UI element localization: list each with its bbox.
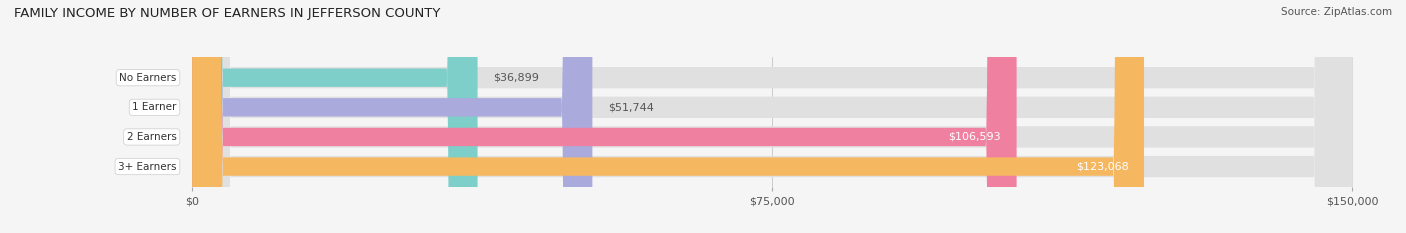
Text: $106,593: $106,593 xyxy=(949,132,1001,142)
FancyBboxPatch shape xyxy=(193,0,1353,233)
Text: Source: ZipAtlas.com: Source: ZipAtlas.com xyxy=(1281,7,1392,17)
FancyBboxPatch shape xyxy=(193,0,592,233)
FancyBboxPatch shape xyxy=(193,0,1144,233)
Text: 3+ Earners: 3+ Earners xyxy=(118,161,177,171)
FancyBboxPatch shape xyxy=(193,0,478,233)
Text: $36,899: $36,899 xyxy=(494,73,538,83)
Text: $123,068: $123,068 xyxy=(1076,161,1129,171)
Text: FAMILY INCOME BY NUMBER OF EARNERS IN JEFFERSON COUNTY: FAMILY INCOME BY NUMBER OF EARNERS IN JE… xyxy=(14,7,440,20)
Text: 1 Earner: 1 Earner xyxy=(132,102,177,112)
Text: 2 Earners: 2 Earners xyxy=(127,132,177,142)
FancyBboxPatch shape xyxy=(193,0,1353,233)
FancyBboxPatch shape xyxy=(193,0,1353,233)
FancyBboxPatch shape xyxy=(193,0,1017,233)
FancyBboxPatch shape xyxy=(193,0,1353,233)
Text: No Earners: No Earners xyxy=(120,73,177,83)
Text: $51,744: $51,744 xyxy=(607,102,654,112)
